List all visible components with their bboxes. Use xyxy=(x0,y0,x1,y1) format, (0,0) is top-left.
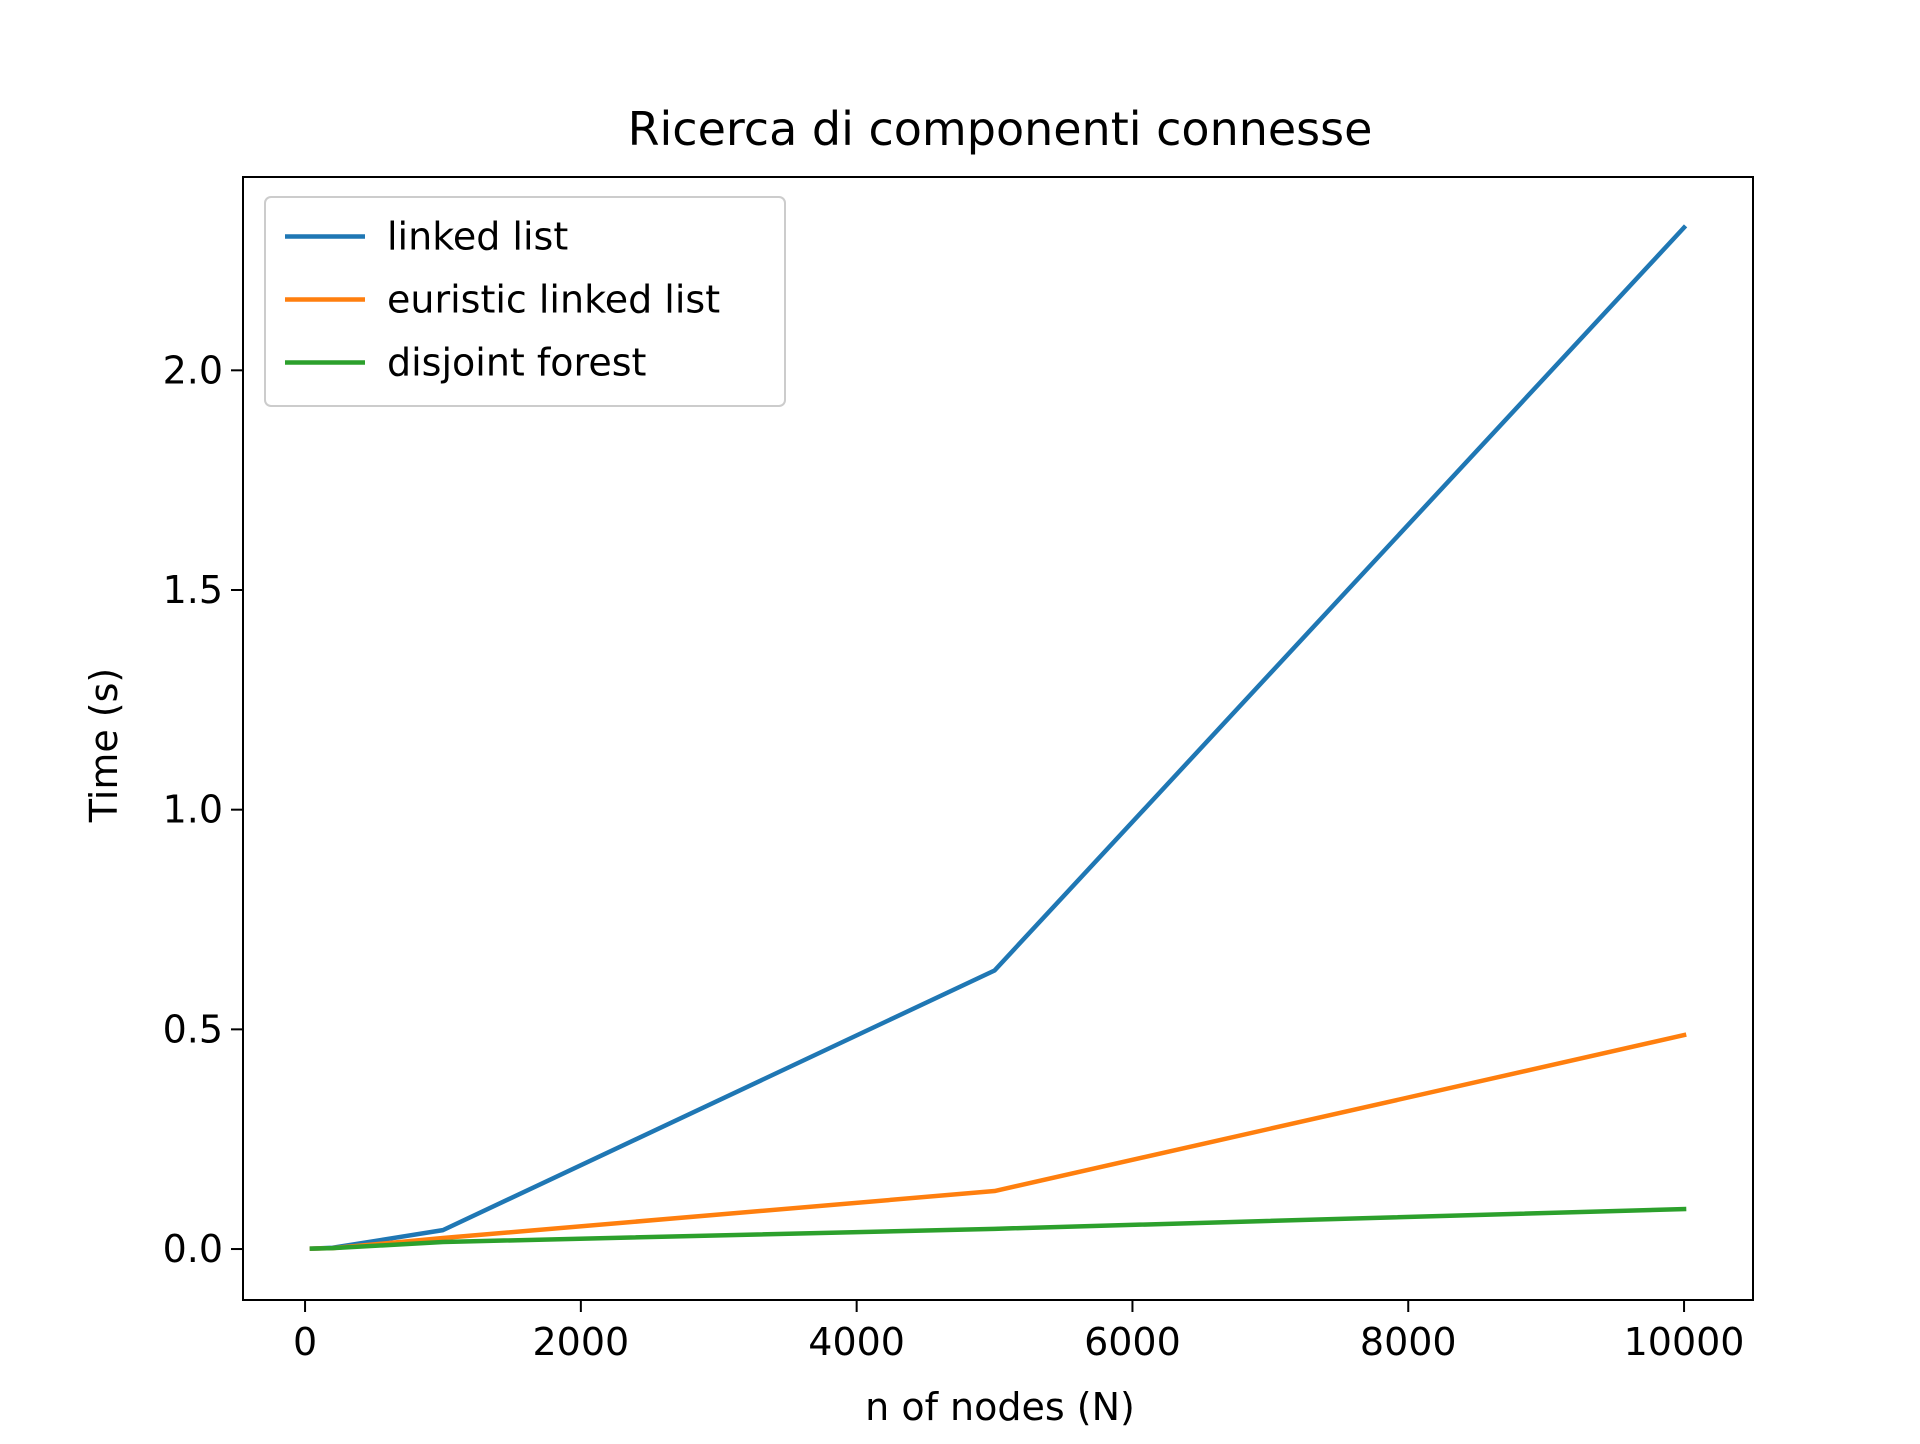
series-lines xyxy=(309,224,1688,1251)
series-line-3 xyxy=(309,1206,1687,1251)
chart-title: Ricerca di componenti connesse xyxy=(628,102,1373,156)
legend-box xyxy=(264,196,786,407)
legend-label-1: linked list xyxy=(387,215,568,259)
legend: linked list euristic linked list disjoint … xyxy=(264,196,786,407)
axes: 0 2000 4000 6000 8000 10000 0.0 0.5 1.0 1.5 2.0 xyxy=(163,176,1754,1364)
x-tick-label: 0 xyxy=(293,1320,317,1364)
x-tick-label: 6000 xyxy=(1084,1320,1181,1364)
legend-label-3: disjoint forest xyxy=(387,341,646,385)
legend-label-2: euristic linked list xyxy=(387,278,720,322)
y-axis-label: Time (s) xyxy=(82,668,126,824)
x-axis-label: n of nodes (N) xyxy=(865,1385,1135,1429)
y-tick-label: 1.0 xyxy=(163,788,223,832)
y-tick-label: 1.5 xyxy=(163,568,223,612)
x-tick-label: 8000 xyxy=(1360,1320,1457,1364)
y-tick-label: 0.0 xyxy=(163,1227,223,1271)
y-tick-label: 2.0 xyxy=(163,348,223,392)
x-tick-label: 10000 xyxy=(1624,1320,1745,1364)
plot-frame xyxy=(242,176,1754,1301)
y-tick-label: 0.5 xyxy=(163,1007,223,1051)
x-tick-label: 4000 xyxy=(808,1320,905,1364)
x-tick-label: 2000 xyxy=(532,1320,629,1364)
